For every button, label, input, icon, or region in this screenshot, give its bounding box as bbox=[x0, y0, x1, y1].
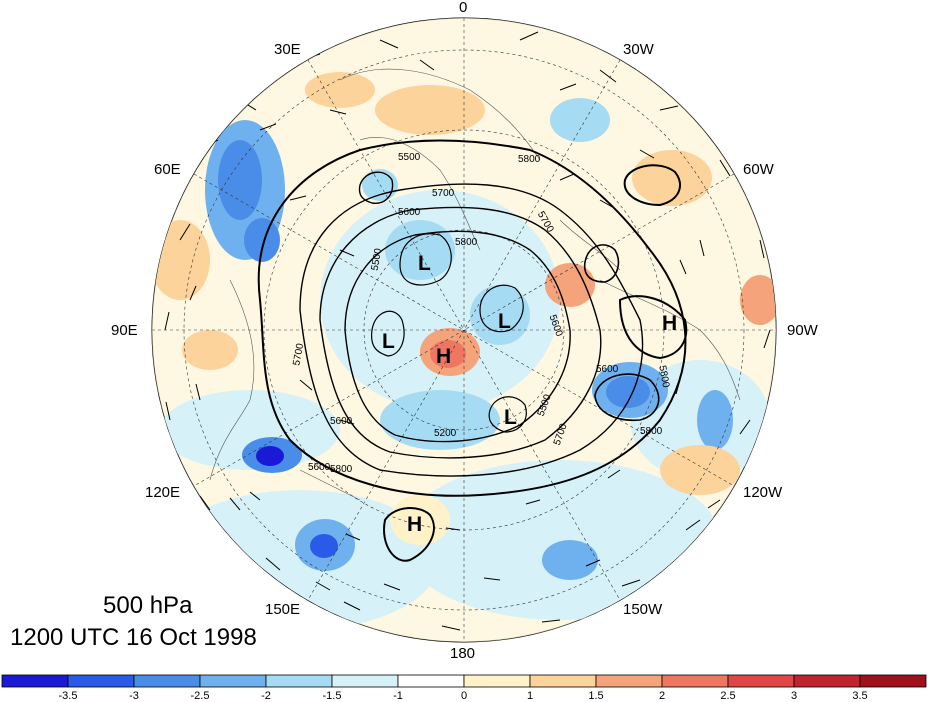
meridian-label-60w: 60W bbox=[743, 161, 775, 178]
meridian-label-60e: 60E bbox=[154, 161, 181, 178]
colorbar-tick-label: -1.5 bbox=[323, 690, 342, 702]
high-symbol: H bbox=[407, 513, 422, 536]
meridian-label-90e: 90E bbox=[111, 322, 138, 339]
colorbar-swatch bbox=[727, 674, 795, 688]
contour-label: 5800 bbox=[518, 154, 541, 165]
colorbar-tick-label: -3 bbox=[129, 690, 139, 702]
colorbar-swatch bbox=[331, 674, 399, 688]
contour-label: 5200 bbox=[434, 428, 457, 439]
level-caption: 500 hPa bbox=[103, 592, 193, 619]
pressure-systems: L L L L H H H bbox=[382, 252, 677, 536]
low-symbol: L bbox=[418, 252, 431, 275]
contour-label: 5600 bbox=[308, 462, 331, 473]
contour-label: 5600 bbox=[398, 207, 421, 218]
colorbar-tick-label: 2 bbox=[659, 690, 665, 702]
low-symbol: L bbox=[498, 310, 511, 333]
colorbar-tick-label: 1 bbox=[527, 690, 533, 702]
colorbar: -3.5 -3 -2.5 -2 -1.5 -1 0 1 1.5 2 2.5 3 3.5 bbox=[1, 674, 927, 702]
contour-label: 5700 bbox=[432, 188, 455, 199]
colorbar-swatch bbox=[265, 674, 333, 688]
height-contours bbox=[257, 139, 688, 562]
meridian-label-120e: 120E bbox=[145, 484, 180, 501]
meridian-labels: 0 30W 60W 90W 120W 150W 180 150E 120E 90… bbox=[111, 0, 819, 662]
colorbar-swatch bbox=[595, 674, 663, 688]
meridian-label-150e: 150E bbox=[265, 601, 300, 618]
low-symbol: L bbox=[504, 406, 517, 429]
contour-label: 5700 bbox=[291, 342, 306, 366]
meridian-label-30e: 30E bbox=[274, 41, 301, 58]
contour-label: 5800 bbox=[455, 237, 478, 248]
colorbar-swatch bbox=[397, 674, 465, 688]
colorbar-tick-label: 2.5 bbox=[720, 690, 735, 702]
colorbar-swatch bbox=[793, 674, 861, 688]
time-caption: 1200 UTC 16 Oct 1998 bbox=[10, 624, 257, 651]
meridian-label-30w: 30W bbox=[623, 41, 655, 58]
meridian-label-90w: 90W bbox=[787, 322, 819, 339]
colorbar-tick-label: 3 bbox=[791, 690, 797, 702]
colorbar-swatch bbox=[463, 674, 531, 688]
high-symbol: H bbox=[662, 312, 677, 335]
meridian-label-120w: 120W bbox=[743, 484, 783, 501]
meridian-label-150w: 150W bbox=[623, 601, 663, 618]
low-symbol: L bbox=[382, 330, 395, 353]
contour-label: 5600 bbox=[596, 364, 619, 375]
colorbar-swatch bbox=[1, 674, 69, 688]
colorbar-swatch bbox=[67, 674, 135, 688]
contour-label: 5500 bbox=[370, 247, 385, 271]
high-symbol: H bbox=[436, 345, 451, 368]
contour-label: 5800 bbox=[330, 464, 353, 475]
polar-map: 5500 5800 5700 5600 5500 5700 5800 5600 … bbox=[111, 0, 819, 662]
colorbar-tick-label: -1 bbox=[393, 690, 403, 702]
colorbar-swatch bbox=[859, 674, 927, 688]
colorbar-tick-label: 3.5 bbox=[852, 690, 867, 702]
colorbar-swatch bbox=[529, 674, 597, 688]
colorbar-swatch bbox=[661, 674, 729, 688]
contour-label: 5600 bbox=[330, 416, 353, 427]
colorbar-tick-label: -3.5 bbox=[59, 690, 78, 702]
meridian-label-180: 180 bbox=[450, 645, 475, 662]
colorbar-tick-label: -2.5 bbox=[191, 690, 210, 702]
colorbar-tick-label: 1.5 bbox=[588, 690, 603, 702]
colorbar-tick-label: -2 bbox=[261, 690, 271, 702]
colorbar-tick-label: 0 bbox=[461, 690, 467, 702]
contour-label: 5800 bbox=[656, 365, 671, 389]
contour-label: 5800 bbox=[640, 426, 663, 437]
coastlines bbox=[209, 68, 741, 501]
colorbar-swatch bbox=[199, 674, 267, 688]
meridian-label-0: 0 bbox=[459, 0, 467, 16]
contour-label: 5500 bbox=[398, 152, 421, 163]
colorbar-swatch bbox=[133, 674, 201, 688]
wind-barbs bbox=[164, 31, 771, 631]
